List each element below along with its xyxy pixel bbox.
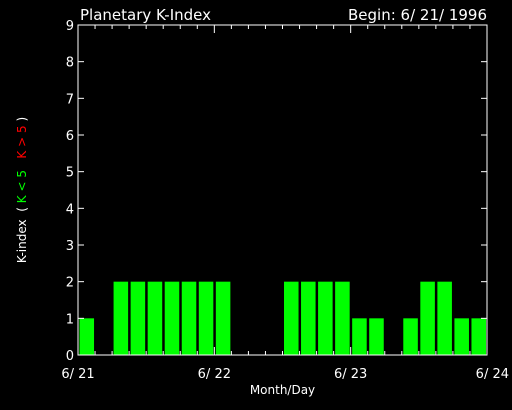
chart-subtitle: Begin: 6/ 21/ 1996: [348, 6, 487, 24]
x-tick-label: 6/ 22: [198, 367, 231, 382]
y-tick-label: 3: [66, 239, 74, 254]
k-index-bar: [352, 318, 367, 355]
k-index-bar: [301, 281, 316, 355]
y-axis-legend-high: K > 5: [15, 125, 29, 158]
k-index-bar: [79, 318, 95, 355]
plot-frame: [77, 24, 488, 356]
k-index-bar: [164, 281, 180, 355]
y-tick-label: 7: [66, 92, 74, 107]
y-tick-labels: 0 1 2 3 4 5 6 7 8 9: [66, 19, 74, 364]
k-index-bar: [335, 281, 350, 355]
y-axis-title: K-index ( K < 5 K > 5 ): [15, 117, 29, 263]
k-index-bar: [113, 281, 129, 355]
k-index-bar: [369, 318, 384, 355]
k-index-bar: [215, 281, 231, 355]
y-tick-label: 4: [66, 202, 74, 217]
y-tick-label: 9: [66, 19, 74, 34]
y-axis-label-main: K-index: [15, 219, 29, 263]
x-tick-label: 6/ 24: [476, 367, 509, 382]
k-index-bar: [130, 281, 146, 355]
x-tick-label: 6/ 21: [61, 367, 94, 382]
k-index-bar: [284, 281, 299, 355]
y-axis-legend-low: K < 5: [15, 170, 29, 203]
k-index-bar: [437, 281, 452, 355]
y-tick-label: 2: [66, 276, 74, 291]
y-tick-label: 6: [66, 129, 74, 144]
x-tick-label: 6/ 23: [334, 367, 367, 382]
bar-series: [79, 281, 486, 355]
k-index-bar: [318, 281, 333, 355]
y-tick-label: 5: [66, 166, 74, 181]
k-index-bar: [471, 318, 486, 355]
k-index-bar: [454, 318, 469, 355]
k-index-bar: [420, 281, 435, 355]
y-tick-label: 8: [66, 56, 74, 71]
k-index-bar: [181, 281, 197, 355]
y-tick-label: 1: [66, 312, 74, 327]
k-index-bar: [147, 281, 163, 355]
x-axis-title: Month/Day: [250, 383, 315, 397]
y-axis-legend-open: (: [15, 207, 29, 212]
y-tick-label: 0: [66, 349, 74, 364]
k-index-bar: [403, 318, 418, 355]
x-tick-labels: 6/ 21 6/ 22 6/ 23 6/ 24: [61, 367, 509, 382]
chart-title: Planetary K-Index: [80, 6, 211, 24]
k-index-bar: [198, 281, 214, 355]
y-axis-legend-close: ): [15, 117, 29, 122]
